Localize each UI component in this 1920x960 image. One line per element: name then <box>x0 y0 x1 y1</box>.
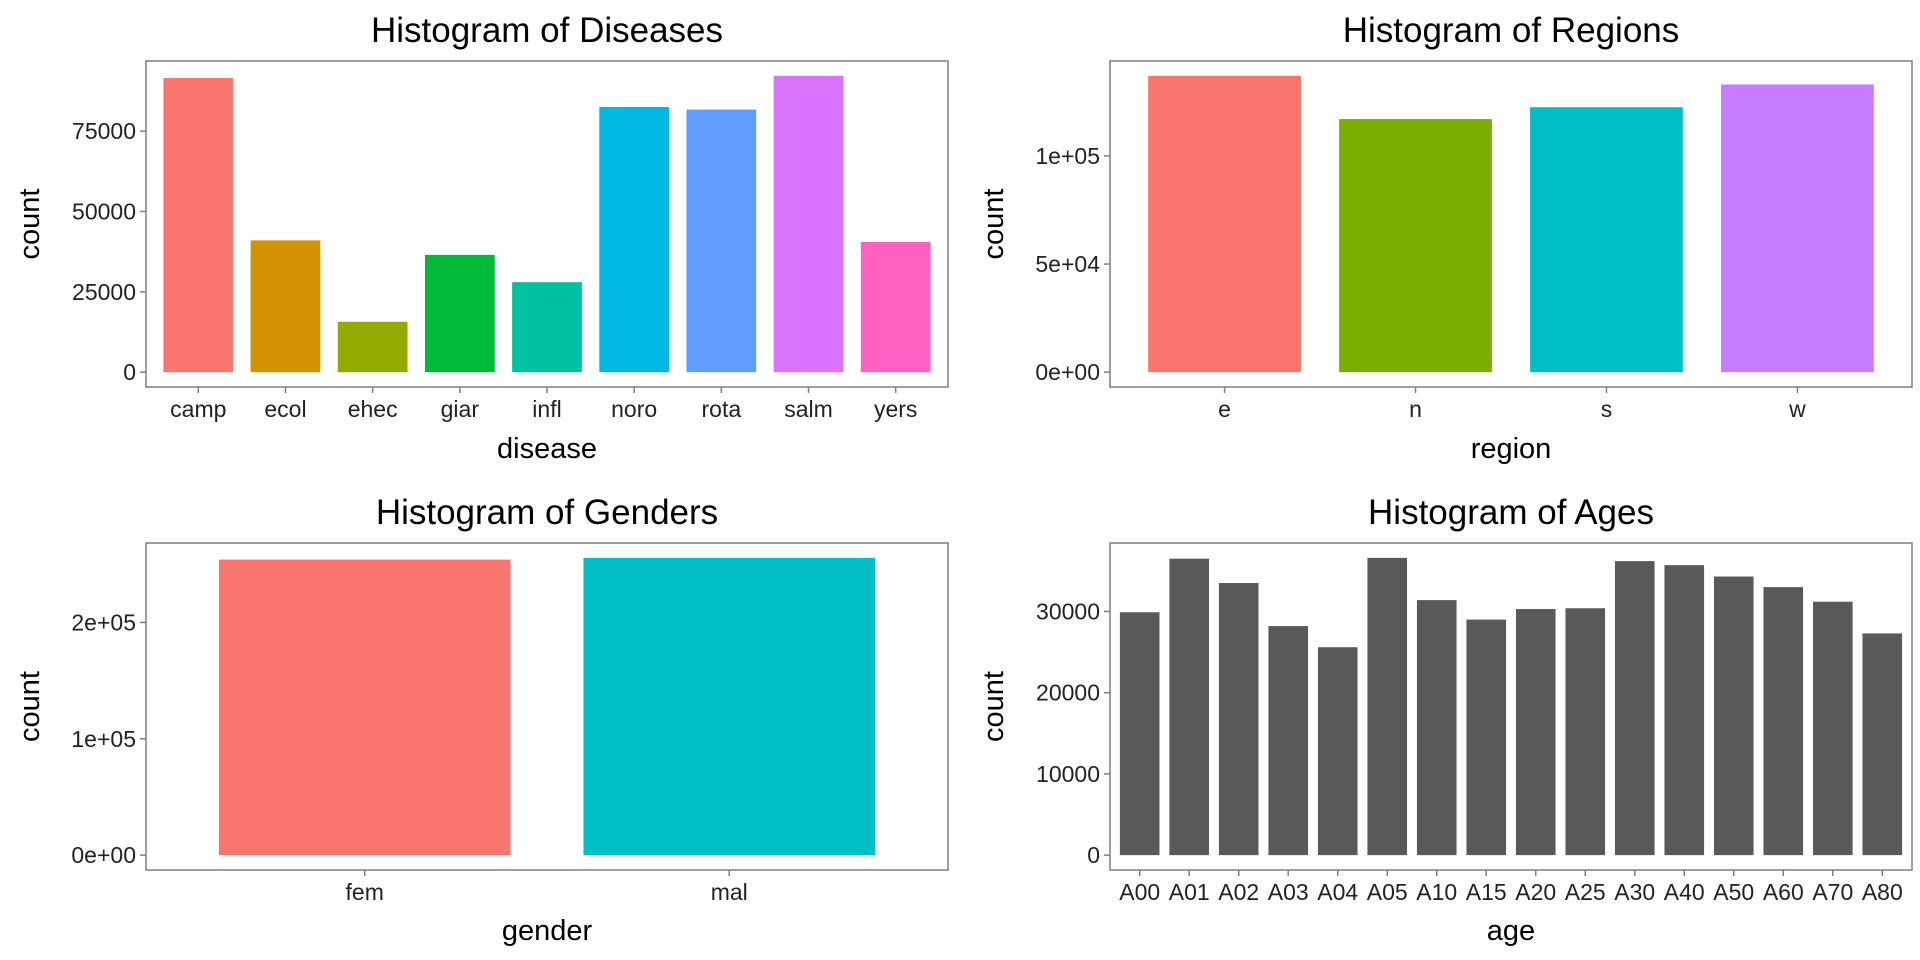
x-tick-label: A02 <box>1218 879 1259 905</box>
bar-A15 <box>1466 619 1507 856</box>
x-tick-label: w <box>1788 396 1806 422</box>
bar-s <box>1530 107 1683 373</box>
bar-rota <box>686 109 757 373</box>
y-axis-title: count <box>978 189 1010 260</box>
x-tick-label: n <box>1409 396 1422 422</box>
x-tick-label: rota <box>702 396 742 422</box>
y-tick-label: 50000 <box>72 198 136 224</box>
bar-A25 <box>1565 608 1606 856</box>
x-tick-label: A00 <box>1119 879 1160 905</box>
y-tick-label: 5e+04 <box>1035 251 1100 277</box>
chart-title: Histogram of Regions <box>1343 11 1680 50</box>
bar-A30 <box>1614 561 1655 856</box>
bar-noro <box>599 106 670 373</box>
chart-title: Histogram of Diseases <box>371 11 723 50</box>
chart-panel-genders: fem mal 0e+00 1e+05 2e+05 Histogram of Gender… <box>14 493 949 947</box>
x-tick-label: A40 <box>1664 879 1705 905</box>
bar-A50 <box>1713 576 1754 856</box>
bar-A01 <box>1169 558 1210 856</box>
x-tick-label: ecol <box>264 396 306 422</box>
x-tick-label: A80 <box>1862 879 1903 905</box>
y-tick-label: 1e+05 <box>71 726 136 752</box>
x-tick-label: fem <box>346 879 384 905</box>
y-axis-title: count <box>978 671 1010 742</box>
x-tick-label: salm <box>784 396 833 422</box>
x-tick-label: A05 <box>1367 879 1408 905</box>
x-tick-label: s <box>1601 396 1613 422</box>
y-tick-label: 10000 <box>1036 761 1100 787</box>
y-axis-title: count <box>14 189 46 260</box>
bar-salm <box>773 75 844 373</box>
bar-mal <box>583 557 876 856</box>
bar-ecol <box>250 240 321 373</box>
x-tick-label: e <box>1218 396 1231 422</box>
y-tick-label: 20000 <box>1036 680 1100 706</box>
y-tick-label: 30000 <box>1036 598 1100 624</box>
bar-infl <box>512 282 582 373</box>
x-axis-title: gender <box>502 915 593 947</box>
bar-A03 <box>1268 626 1309 856</box>
bar-w <box>1721 84 1874 373</box>
chart-panel-regions: e n s w 0e+00 5e+04 1e+05 Histogram of Regions r… <box>978 11 1913 465</box>
x-axis-title: age <box>1487 915 1535 947</box>
x-tick-label: giar <box>441 396 480 422</box>
x-tick-label: ehec <box>348 396 398 422</box>
bar-ehec <box>337 321 408 373</box>
x-tick-label: A70 <box>1812 879 1853 905</box>
x-tick-label: A10 <box>1416 879 1457 905</box>
bar-A70 <box>1812 601 1853 856</box>
x-tick-label: A03 <box>1268 879 1309 905</box>
x-tick-label: A04 <box>1317 879 1358 905</box>
x-tick-label: A25 <box>1565 879 1606 905</box>
y-tick-label: 0 <box>123 359 136 385</box>
bar-camp <box>163 78 234 373</box>
x-tick-label: A30 <box>1614 879 1655 905</box>
chart-panel-diseases: camp ecol ehec giar infl noro rota salm yers 0 250… <box>14 11 949 465</box>
y-tick-label: 0 <box>1087 842 1100 868</box>
chart-title: Histogram of Genders <box>376 493 718 532</box>
y-tick-label: 75000 <box>72 118 136 144</box>
y-tick-label: 25000 <box>72 279 136 305</box>
x-tick-label: camp <box>170 396 226 422</box>
x-tick-label: A01 <box>1169 879 1210 905</box>
x-tick-label: A20 <box>1515 879 1556 905</box>
x-axis-title: region <box>1471 433 1552 465</box>
chart-panel-ages: A00 A01 A02 A03 A04 A05 A10 A15 A20 A25 A30 A40 A50 A… <box>978 493 1913 947</box>
x-tick-label: A50 <box>1713 879 1754 905</box>
bar-e <box>1148 75 1301 373</box>
bar-A10 <box>1416 600 1457 856</box>
x-tick-label: infl <box>532 396 561 422</box>
x-tick-label: mal <box>711 879 748 905</box>
x-tick-label: noro <box>611 396 657 422</box>
bar-fem <box>218 559 511 856</box>
bar-A05 <box>1367 557 1408 856</box>
x-tick-label: A60 <box>1763 879 1804 905</box>
bar-A60 <box>1763 587 1804 856</box>
bar-giar <box>424 254 495 373</box>
y-tick-label: 1e+05 <box>1035 143 1100 169</box>
chart-title: Histogram of Ages <box>1368 493 1654 532</box>
bar-n <box>1339 119 1492 373</box>
bar-A02 <box>1218 583 1259 856</box>
bar-A04 <box>1317 647 1358 856</box>
x-tick-label: yers <box>874 396 917 422</box>
bar-A20 <box>1515 609 1556 856</box>
y-tick-label: 2e+05 <box>71 609 136 635</box>
y-tick-label: 0e+00 <box>1035 359 1100 385</box>
x-axis-title: disease <box>497 433 597 465</box>
y-axis-title: count <box>14 671 46 742</box>
y-tick-label: 0e+00 <box>71 842 136 868</box>
bar-A80 <box>1862 633 1903 856</box>
bar-A00 <box>1119 612 1160 856</box>
bar-A40 <box>1664 565 1705 856</box>
bar-yers <box>860 242 931 373</box>
x-tick-label: A15 <box>1466 879 1507 905</box>
